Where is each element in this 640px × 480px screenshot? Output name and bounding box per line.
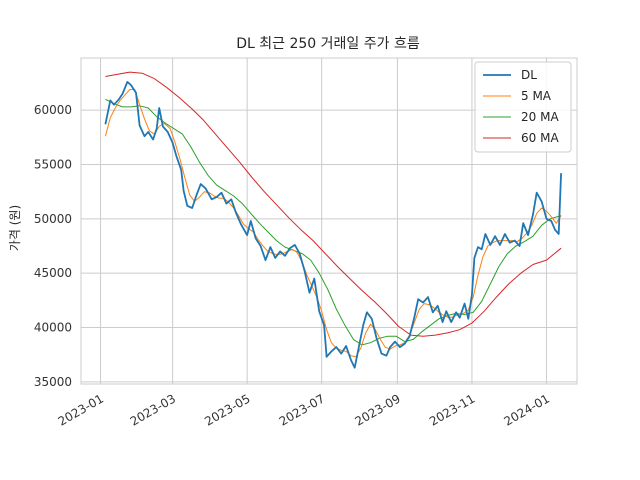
y-tick-label: 50000 bbox=[34, 212, 72, 226]
legend-label-5ma: 5 MA bbox=[521, 89, 552, 103]
y-tick-label: 60000 bbox=[34, 103, 72, 117]
legend-box bbox=[474, 61, 572, 153]
legend-label-20ma: 20 MA bbox=[521, 110, 559, 124]
y-tick-label: 55000 bbox=[34, 157, 72, 171]
series-line-60ma bbox=[105, 71, 562, 337]
legend: DL 5 MA 20 MA 60 MA bbox=[474, 61, 572, 153]
series-line-dl bbox=[104, 81, 562, 369]
series-layer bbox=[104, 71, 562, 369]
chart-title: DL 최근 250 거래일 주가 흐름 bbox=[236, 36, 420, 52]
series-line-5ma bbox=[104, 89, 562, 358]
legend-label-dl: DL bbox=[521, 68, 537, 82]
grid-lines bbox=[81, 58, 577, 384]
legend-label-60ma: 60 MA bbox=[521, 131, 559, 145]
series-line-20ma bbox=[105, 98, 562, 346]
y-axis-label: 가격 (원) bbox=[8, 205, 22, 251]
y-axis-ticks: 35000 40000 45000 50000 55000 60000 bbox=[34, 103, 72, 389]
y-tick-label: 40000 bbox=[34, 320, 72, 334]
y-tick-label: 45000 bbox=[34, 266, 72, 280]
y-tick-label: 35000 bbox=[34, 375, 72, 389]
